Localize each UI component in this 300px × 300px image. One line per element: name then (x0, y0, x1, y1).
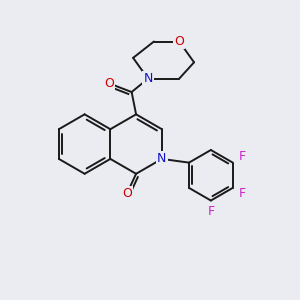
Text: F: F (207, 205, 214, 218)
Text: O: O (122, 187, 132, 200)
Text: F: F (239, 187, 246, 200)
Text: O: O (174, 35, 184, 48)
Text: O: O (104, 76, 114, 90)
Text: N: N (143, 72, 153, 85)
Text: F: F (239, 151, 246, 164)
Text: N: N (157, 152, 167, 165)
